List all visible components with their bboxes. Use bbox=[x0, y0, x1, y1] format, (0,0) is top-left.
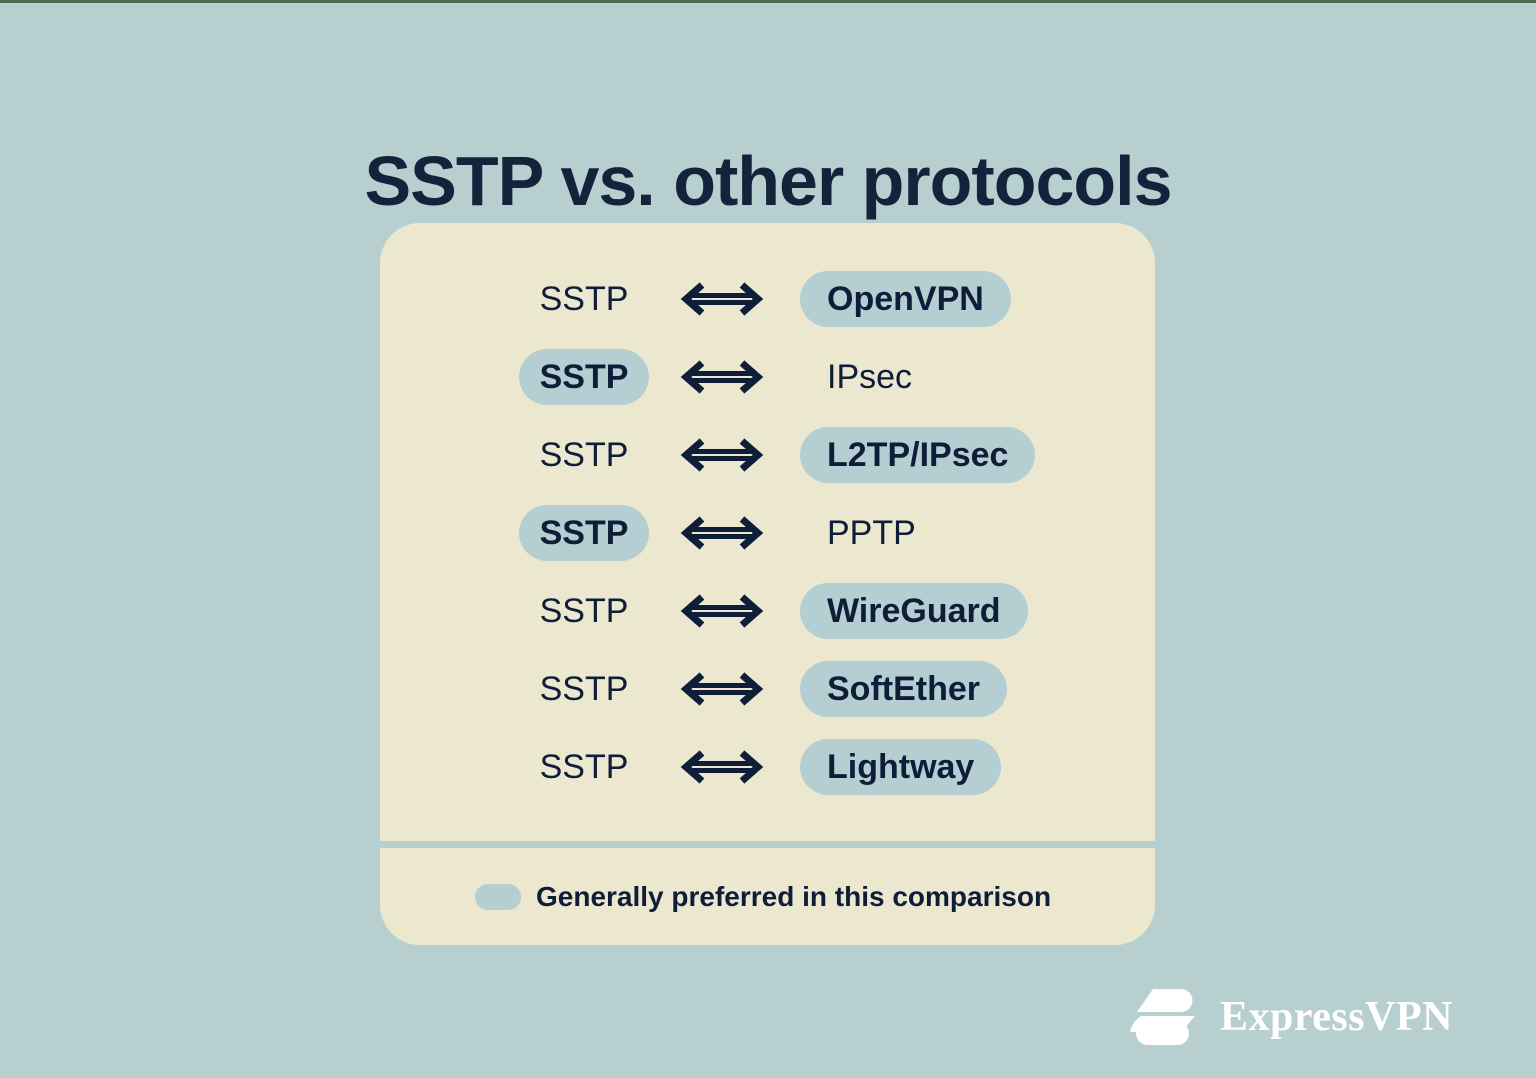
protocol-left: SSTP bbox=[539, 436, 629, 474]
protocol-right: Lightway bbox=[800, 739, 1002, 795]
double-arrow-icon bbox=[680, 360, 764, 394]
double-arrow-icon bbox=[680, 516, 764, 550]
comparison-row: SSTP OpenVPN bbox=[380, 260, 1155, 338]
protocol-left: SSTP bbox=[519, 505, 649, 561]
protocol-left: SSTP bbox=[539, 592, 629, 630]
page-title: SSTP vs. other protocols bbox=[364, 141, 1172, 220]
protocol-right: PPTP bbox=[827, 514, 916, 552]
legend-panel: Generally preferred in this comparison bbox=[380, 848, 1155, 945]
protocol-left: SSTP bbox=[519, 349, 649, 405]
double-arrow-icon bbox=[680, 282, 764, 316]
comparison-rows: SSTP OpenVPN SSTP IPsec SSTP L2TP/IPsec … bbox=[380, 260, 1155, 806]
comparison-card: SSTP OpenVPN SSTP IPsec SSTP L2TP/IPsec … bbox=[380, 223, 1155, 945]
protocol-right: WireGuard bbox=[800, 583, 1028, 639]
protocol-left: SSTP bbox=[539, 670, 629, 708]
preferred-pill-icon bbox=[475, 883, 521, 910]
double-arrow-icon bbox=[680, 672, 764, 706]
brand-logo: ExpressVPN bbox=[1130, 989, 1453, 1045]
top-edge-strip bbox=[0, 0, 1536, 3]
double-arrow-icon bbox=[680, 594, 764, 628]
comparison-row: SSTP Lightway bbox=[380, 728, 1155, 806]
protocol-right: OpenVPN bbox=[800, 271, 1011, 327]
protocol-right: SoftEther bbox=[800, 661, 1007, 717]
double-arrow-icon bbox=[680, 750, 764, 784]
legend-label: Generally preferred in this comparison bbox=[536, 880, 1052, 912]
comparison-row: SSTP L2TP/IPsec bbox=[380, 416, 1155, 494]
protocol-left: SSTP bbox=[539, 748, 629, 786]
double-arrow-icon bbox=[680, 438, 764, 472]
protocol-left: SSTP bbox=[539, 280, 629, 318]
comparison-row: SSTP SoftEther bbox=[380, 650, 1155, 728]
comparison-row: SSTP WireGuard bbox=[380, 572, 1155, 650]
brand-wordmark: ExpressVPN bbox=[1220, 994, 1453, 1040]
expressvpn-icon bbox=[1130, 989, 1195, 1045]
comparison-row: SSTP IPsec bbox=[380, 338, 1155, 416]
comparison-rows-panel: SSTP OpenVPN SSTP IPsec SSTP L2TP/IPsec … bbox=[380, 223, 1155, 841]
comparison-row: SSTP PPTP bbox=[380, 494, 1155, 572]
protocol-right: IPsec bbox=[827, 358, 913, 396]
protocol-right: L2TP/IPsec bbox=[800, 427, 1036, 483]
